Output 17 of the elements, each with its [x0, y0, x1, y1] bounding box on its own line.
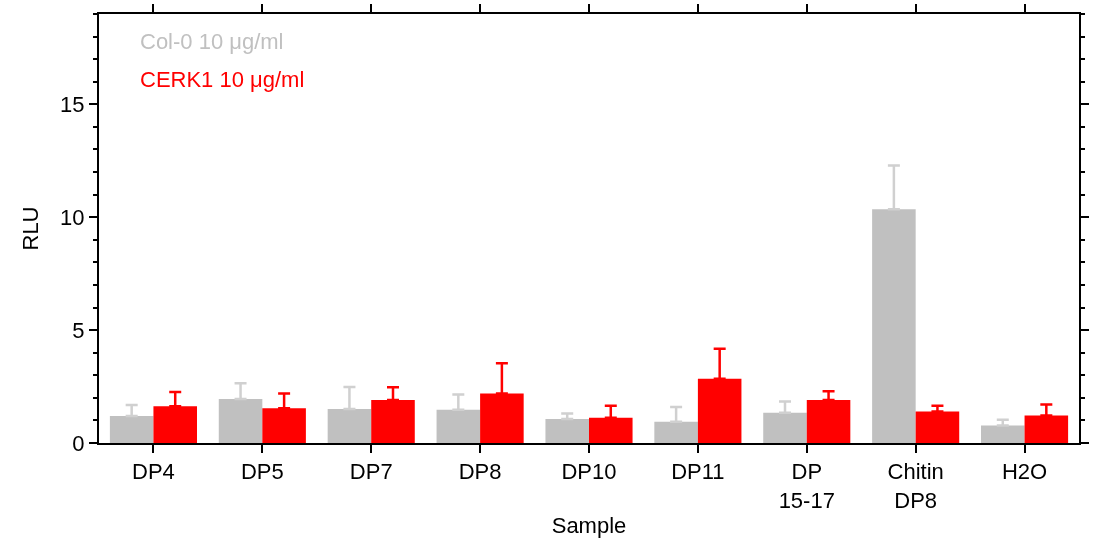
x-axis-title: Sample — [551, 513, 627, 539]
x-tick-label: DP 15-17 — [778, 459, 835, 513]
y-axis-title: RLU — [18, 206, 44, 251]
y-tick-label: 5 — [72, 317, 85, 343]
x-tick-label: DP11 — [671, 459, 725, 485]
x-tick-label: H2O — [1001, 459, 1048, 485]
x-tick-label: DP8 — [458, 459, 502, 485]
x-tick-label: Chitin DP8 — [887, 459, 944, 513]
x-tick-label: DP4 — [132, 459, 175, 485]
x-tick-label: DP7 — [349, 459, 393, 485]
x-tick-label: DP5 — [240, 459, 284, 485]
y-tick-label: 10 — [60, 204, 85, 230]
y-tick-label: 0 — [72, 430, 85, 456]
text: Col-0 10 μg/ml — [140, 29, 284, 54]
text: CERK1 10 μg/ml — [140, 67, 305, 92]
y-tick-label: 15 — [60, 92, 85, 118]
x-tick-label: DP10 — [561, 459, 617, 485]
